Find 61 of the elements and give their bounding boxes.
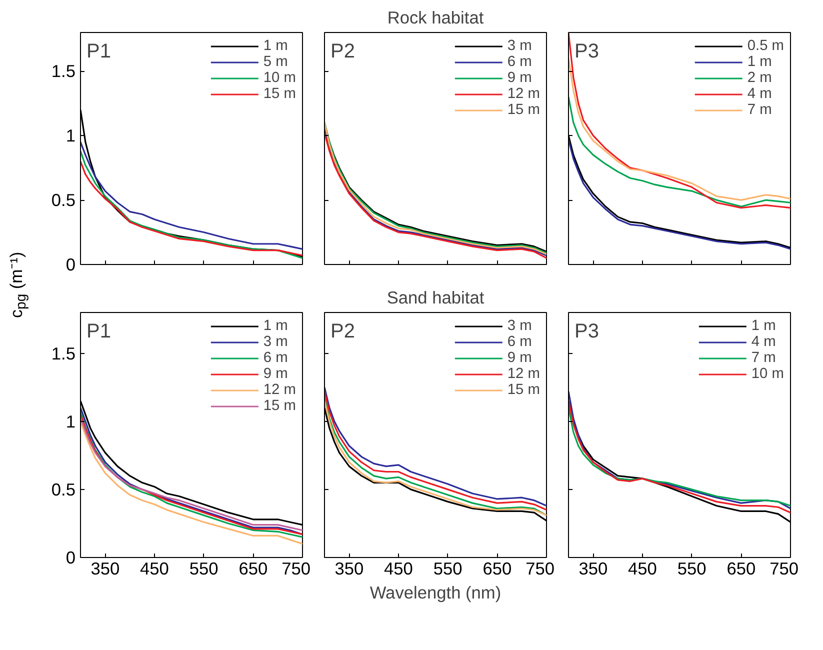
x-tick-label: 750 [526, 558, 555, 578]
annotation: P1 [86, 40, 111, 62]
x-tick-label: 550 [433, 558, 462, 578]
y-tick-label: 0 [66, 548, 76, 568]
legend-label: 1 m [747, 54, 772, 70]
x-tick-label: 350 [334, 558, 364, 578]
x-tick-label: 650 [726, 558, 756, 578]
legend-label: 1 m [263, 38, 288, 54]
y-tick-label: 1.5 [51, 343, 76, 364]
chart-title: Rock habitat [387, 8, 484, 28]
legend-label: 15 m [507, 382, 540, 398]
legend-label: 12 m [507, 366, 540, 382]
legend-label: 15 m [263, 86, 296, 102]
x-tick-label: 550 [677, 558, 706, 578]
x-axis-title: Wavelength (nm) [370, 582, 502, 602]
legend-label: 12 m [507, 86, 540, 102]
x-tick-label: 750 [770, 558, 799, 578]
legend-label: 7 m [747, 102, 772, 118]
legend-label: 15 m [507, 102, 540, 118]
legend-label: 1 m [263, 318, 288, 334]
y-tick-label: 1.5 [51, 61, 76, 82]
legend-label: 10 m [751, 366, 784, 382]
x-tick-label: 450 [140, 558, 169, 578]
x-tick-label: 650 [238, 558, 268, 578]
legend-label: 9 m [507, 350, 532, 366]
legend-label: 7 m [751, 350, 776, 366]
legend-label: 4 m [747, 86, 772, 102]
legend-label: 6 m [263, 350, 288, 366]
x-tick-label: 450 [628, 558, 657, 578]
legend-label: 9 m [263, 366, 288, 382]
annotation: P3 [574, 320, 599, 342]
annotation: P1 [86, 320, 111, 342]
y-tick-label: 0.5 [51, 190, 76, 210]
legend-label: 15 m [263, 398, 296, 414]
y-tick-label: 0.5 [51, 479, 76, 500]
y-tick-label: 1 [66, 126, 76, 146]
annotation: P3 [574, 40, 599, 62]
chart-title: Sand habitat [386, 288, 484, 308]
legend-label: 10 m [263, 70, 296, 86]
legend-label: 2 m [747, 70, 772, 86]
legend-label: 3 m [263, 334, 288, 350]
legend-label: 6 m [507, 334, 532, 350]
legend-label: 0.5 m [747, 38, 784, 54]
legend-label: 3 m [507, 318, 532, 334]
legend-label: 1 m [751, 318, 776, 334]
x-tick-label: 550 [189, 558, 218, 578]
x-tick-label: 650 [482, 558, 512, 578]
annotation: P2 [330, 320, 355, 342]
x-tick-label: 350 [578, 558, 608, 578]
y-tick-label: 1 [66, 411, 76, 432]
legend-label: 4 m [751, 334, 776, 350]
annotation: P2 [330, 40, 355, 62]
legend-label: 5 m [263, 54, 288, 70]
legend-label: 6 m [507, 54, 532, 70]
legend-label: 3 m [507, 38, 532, 54]
x-tick-label: 350 [90, 558, 120, 578]
legend-label: 9 m [507, 70, 532, 86]
legend-label: 12 m [263, 382, 296, 398]
y-tick-label: 0 [66, 254, 76, 274]
x-tick-label: 450 [384, 558, 413, 578]
x-tick-label: 750 [282, 558, 311, 578]
